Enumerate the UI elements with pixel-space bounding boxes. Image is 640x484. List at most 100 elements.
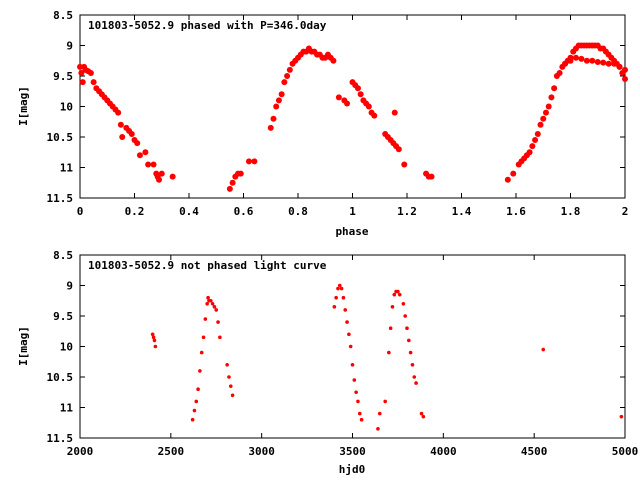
data-point	[339, 286, 344, 291]
data-point	[504, 176, 511, 183]
data-point	[622, 76, 628, 83]
data-point	[198, 369, 202, 373]
data-point	[286, 66, 293, 73]
data-point	[145, 161, 152, 168]
data-point	[428, 173, 435, 180]
data-point	[405, 326, 409, 331]
y-tick-label: 8.5	[53, 9, 73, 22]
data-point	[228, 384, 233, 388]
x-tick-label: 1.2	[397, 205, 417, 218]
y-tick-label: 10.5	[47, 131, 74, 144]
data-point	[227, 375, 231, 379]
plot-frame	[79, 14, 626, 199]
data-point	[337, 283, 342, 288]
data-point	[212, 305, 217, 309]
data-point	[410, 363, 415, 367]
data-point	[142, 149, 149, 156]
data-point	[278, 91, 285, 98]
data-point	[605, 60, 612, 67]
data-point	[190, 417, 195, 422]
data-point	[251, 158, 258, 165]
data-point	[270, 115, 277, 122]
data-point	[128, 130, 135, 137]
x-tick-label: 3500	[339, 445, 366, 458]
y-tick-label: 10	[60, 101, 73, 114]
chart-title: 101803-5052.9 not phased light curve	[88, 259, 327, 272]
data-point	[562, 60, 569, 67]
data-point	[356, 399, 360, 404]
x-tick-label: 0.8	[288, 205, 308, 218]
data-point	[203, 317, 208, 321]
data-point	[151, 335, 156, 340]
data-point	[383, 399, 388, 404]
x-axis-label: phase	[335, 225, 368, 238]
data-point	[354, 390, 358, 395]
y-axis-label: I[mag]	[17, 326, 30, 366]
x-tick-label: 0.4	[179, 205, 199, 218]
data-point	[335, 94, 342, 101]
data-point	[206, 295, 210, 300]
x-tick-label: 1.4	[452, 205, 472, 218]
data-point	[343, 308, 348, 312]
data-point	[78, 69, 85, 76]
data-point	[390, 305, 395, 309]
y-axis-ticks: 8.5 9 9.5 10 10.5 11 11.5	[47, 9, 625, 205]
data-point	[421, 414, 426, 419]
y-tick-label: 9.5	[53, 70, 73, 83]
data-point	[117, 121, 124, 128]
y-tick-label: 11	[60, 402, 74, 415]
x-tick-label: 0.2	[125, 205, 145, 218]
y-tick-label: 11.5	[47, 432, 74, 445]
x-tick-label: 0.6	[234, 205, 254, 218]
data-point	[578, 55, 585, 62]
data-point	[401, 161, 408, 168]
x-tick-label: 1.6	[506, 205, 526, 218]
data-point	[199, 350, 204, 355]
data-point	[365, 103, 372, 110]
y-axis-ticks: 8.5 9 9.5 10 10.5 11 11.5	[47, 249, 625, 445]
data-point	[267, 124, 274, 131]
data-point	[532, 137, 539, 144]
data-point	[225, 363, 229, 367]
data-point	[354, 85, 361, 92]
data-point	[158, 170, 165, 177]
data-point	[395, 146, 402, 153]
data-point	[226, 185, 233, 192]
data-point	[150, 332, 155, 337]
data-point	[237, 170, 244, 177]
y-tick-label: 9	[66, 280, 73, 293]
data-point	[616, 63, 623, 70]
unphased-light-curve-panel: 101803-5052.9 not phased light curve hjd…	[17, 249, 638, 476]
data-point	[376, 427, 380, 431]
data-point	[214, 308, 219, 312]
data-point	[330, 57, 337, 64]
data-point	[196, 387, 200, 392]
y-tick-label: 10	[60, 341, 73, 354]
x-tick-label: 1	[349, 205, 356, 218]
x-tick-label: 5000	[612, 445, 639, 458]
data-point	[419, 411, 424, 416]
data-point	[273, 103, 280, 110]
plot-frame	[79, 254, 626, 439]
data-point	[216, 320, 220, 324]
data-point	[341, 295, 346, 300]
data-point	[541, 347, 546, 352]
phased-light-curve-panel: 101803-5052.9 phased with P=346.0day pha…	[17, 9, 628, 238]
data-point	[556, 69, 563, 76]
data-point	[408, 350, 413, 355]
data-point	[387, 350, 391, 355]
y-tick-label: 11	[60, 162, 74, 175]
y-tick-label: 9	[66, 40, 73, 53]
data-point	[401, 302, 406, 306]
data-point	[87, 69, 94, 76]
data-point	[377, 411, 382, 416]
data-point	[169, 173, 176, 180]
data-point	[119, 134, 126, 140]
data-point	[150, 161, 157, 168]
data-point	[622, 66, 628, 73]
data-point	[388, 326, 393, 331]
data-point	[90, 79, 97, 86]
data-point	[230, 393, 235, 398]
data-point	[284, 73, 291, 79]
